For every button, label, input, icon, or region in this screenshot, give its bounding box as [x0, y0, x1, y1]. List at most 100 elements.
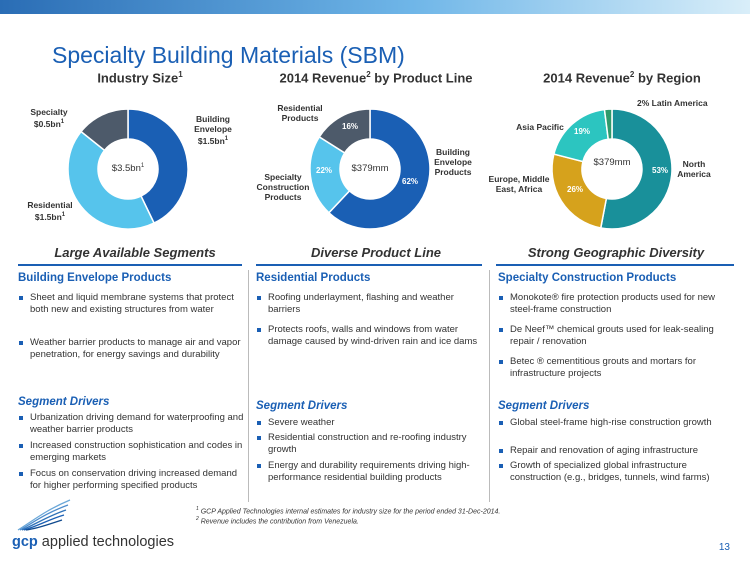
product-building-line3: Products: [434, 167, 472, 177]
product-heading-b: by Product Line: [370, 70, 473, 86]
region-heading-a: 2014 Revenue: [543, 70, 630, 86]
subhead-geography: Strong Geographic Diversity: [527, 245, 705, 260]
industry-heading-text: Industry Size: [97, 70, 179, 86]
industry-center-label: $3.5bn1: [96, 163, 160, 174]
region-center-label: $379mm: [593, 157, 631, 168]
brand-rest: applied technologies: [37, 534, 175, 550]
donut-slice-residential-products: [318, 108, 371, 154]
divider-3: [496, 264, 734, 266]
donut-slice-north-america: [599, 108, 673, 230]
footnote-2-text: Revenue includes the contribution from V…: [198, 518, 359, 526]
list-item: Repair and renovation of aging infrastru…: [498, 445, 730, 457]
product-specialty-line1: Specialty: [264, 172, 302, 182]
page-number: 13: [718, 542, 730, 553]
product-specialty-line2: Construction: [256, 182, 310, 192]
product-pct-residential: 16%: [342, 122, 359, 131]
top-stripe: [0, 0, 750, 14]
list-item: Monokote® fire protection products used …: [498, 292, 730, 315]
region-heading-sup: 2: [629, 70, 635, 79]
product-heading-a: 2014 Revenue: [279, 70, 367, 86]
footnote-1-text: GCP Applied Technologies internal estima…: [198, 508, 501, 516]
col1-heading: Building Envelope Products: [18, 272, 172, 284]
region-label-asia: Asia Pacific: [516, 122, 564, 132]
footnote-2: 2 Revenue includes the contribution from…: [196, 516, 359, 525]
page-title: Specialty Building Materials (SBM): [52, 42, 405, 68]
donut-slice-residential: [67, 130, 156, 230]
industry-chart-heading: Industry Size1: [50, 70, 230, 85]
product-label-building: Building Envelope Products: [427, 147, 479, 177]
region-pct-asia: 19%: [574, 127, 591, 136]
region-europe-line2: East, Africa: [495, 184, 543, 194]
region-europe-line1: Europe, Middle: [488, 174, 550, 184]
footnote-1-sup: 1: [196, 506, 199, 512]
col3-heading: Specialty Construction Products: [498, 272, 677, 284]
footnote-1: 1 GCP Applied Technologies internal esti…: [196, 506, 500, 515]
region-pct-north: 53%: [652, 166, 669, 175]
list-item: Weather barrier products to manage air a…: [18, 337, 250, 360]
industry-residential-value: $1.5bn: [34, 211, 62, 222]
list-item: De Neef™ chemical grouts used for leak-s…: [498, 324, 730, 347]
list-item: Sheet and liquid membrane systems that p…: [18, 292, 250, 315]
donut-slice-building-envelope-products: [327, 108, 431, 230]
industry-center-value: $3.5bn: [111, 163, 141, 175]
product-residential-line2: Products: [281, 113, 319, 123]
brand-gcp: gcp: [12, 534, 38, 550]
product-building-line2: Envelope: [434, 157, 472, 167]
region-heading-b: by Region: [634, 70, 701, 86]
product-pct-building: 62%: [402, 177, 419, 186]
donut-slice-building-envelope: [127, 108, 189, 225]
industry-heading-sup: 1: [178, 70, 183, 79]
industry-donut-chart: [67, 108, 189, 230]
industry-label-building: Building Envelope $1.5bn1: [188, 114, 238, 146]
industry-residential-sup: 1: [61, 212, 66, 218]
subhead-segments: Large Available Segments: [54, 245, 216, 260]
col1-drivers-heading: Segment Drivers: [18, 396, 110, 408]
product-residential-line1: Residential: [277, 103, 323, 113]
list-item: Focus on conservation driving increased …: [18, 468, 250, 491]
region-pct-europe: 26%: [567, 185, 584, 194]
list-item: Severe weather: [256, 417, 488, 429]
list-item: Residential construction and re-roofing …: [256, 432, 488, 455]
divider-1: [18, 264, 242, 266]
industry-label-residential: Residential $1.5bn1: [20, 200, 80, 222]
donut-slice-latin-america: [603, 108, 613, 141]
subhead-products: Diverse Product Line: [310, 245, 442, 260]
product-specialty-line3: Products: [264, 192, 302, 202]
industry-building-line1: Building: [196, 114, 230, 124]
column-specialty: Specialty Construction Products Monokote…: [498, 272, 734, 483]
column-building-envelope: Building Envelope Products Sheet and liq…: [18, 272, 250, 491]
brand-wordmark: gcp applied technologies: [12, 534, 174, 550]
industry-building-line2: Envelope: [194, 124, 232, 134]
product-pct-specialty: 22%: [316, 166, 333, 175]
product-chart-heading: 2014 Revenue2 by Product Line: [276, 70, 476, 85]
product-donut-chart: [309, 108, 431, 230]
product-building-line1: Building: [436, 147, 470, 157]
product-label-specialty: Specialty Construction Products: [252, 172, 314, 202]
product-label-residential: Residential Products: [272, 103, 328, 123]
industry-specialty-value: $0.5bn: [33, 118, 61, 129]
list-item: Global steel-frame high-rise constructio…: [498, 417, 730, 429]
col3-drivers-heading: Segment Drivers: [498, 400, 590, 412]
industry-label-specialty: Specialty $0.5bn1: [24, 107, 74, 129]
region-label-latin: 2% Latin America: [637, 98, 717, 108]
list-item: Protects roofs, walls and windows from w…: [256, 324, 488, 347]
list-item: Urbanization driving demand for waterpro…: [18, 412, 250, 435]
industry-center-sup: 1: [140, 163, 145, 169]
column-residential: Residential Products Roofing underlaymen…: [256, 272, 488, 483]
divider-2: [256, 264, 482, 266]
region-north-line1: North: [682, 159, 706, 169]
donut-slice-europe-middle-east-africa: [551, 153, 608, 229]
col2-drivers-heading: Segment Drivers: [256, 400, 348, 412]
region-donut-chart: [551, 108, 673, 230]
column-separator-1: [248, 270, 249, 502]
region-label-europe: Europe, Middle East, Africa: [486, 174, 552, 194]
region-north-line2: America: [677, 169, 711, 179]
region-pct-latin: 2%: [637, 98, 650, 108]
region-chart-heading: 2014 Revenue2 by Region: [522, 70, 722, 85]
product-center-label: $379mm: [351, 163, 389, 174]
industry-building-sup: 1: [224, 136, 229, 142]
industry-specialty-line1: Specialty: [30, 107, 68, 117]
region-latin-text: Latin America: [651, 98, 708, 108]
footnote-2-sup: 2: [196, 516, 199, 522]
col2-heading: Residential Products: [256, 272, 371, 284]
